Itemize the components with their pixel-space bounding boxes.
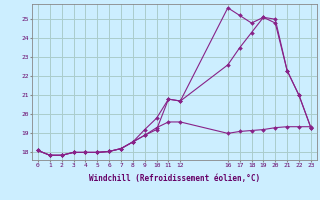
X-axis label: Windchill (Refroidissement éolien,°C): Windchill (Refroidissement éolien,°C)	[89, 174, 260, 183]
